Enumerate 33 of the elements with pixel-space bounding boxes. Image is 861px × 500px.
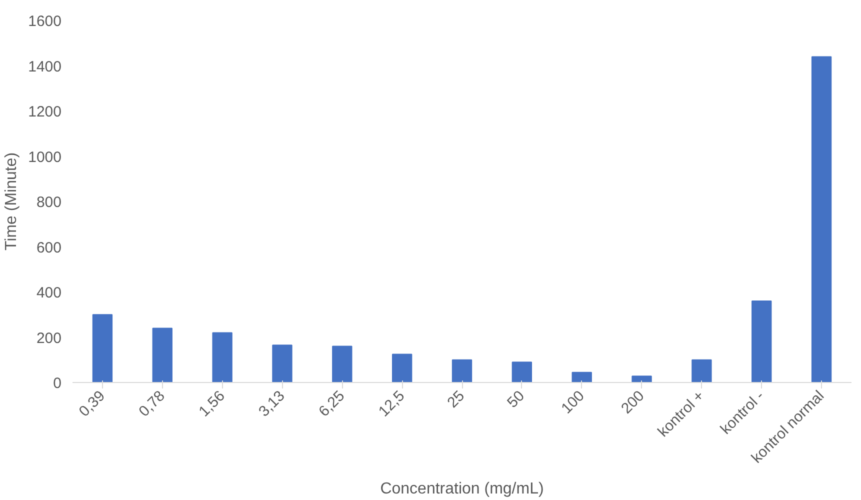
x-axis-title: Concentration (mg/mL)	[380, 480, 544, 498]
x-tick-label: 50	[504, 387, 528, 412]
bar	[692, 359, 712, 382]
bar	[632, 376, 652, 382]
y-axis-title: Time (Minute)	[3, 152, 20, 251]
bar	[752, 300, 772, 382]
y-tick-label: 1200	[28, 104, 62, 120]
x-tick-label: 6,25	[316, 387, 348, 420]
bar	[572, 372, 592, 382]
bar	[512, 362, 532, 382]
bar	[212, 332, 232, 382]
y-tick-label: 1000	[28, 148, 62, 166]
bar	[392, 354, 412, 382]
y-tick-label: 0	[53, 375, 62, 392]
x-tick-label: 25	[444, 387, 468, 412]
x-tick-label: 0,78	[136, 387, 168, 420]
x-tick-label: 3,13	[256, 387, 288, 420]
x-tick-label: 0,39	[76, 387, 108, 420]
bar	[811, 56, 832, 382]
bar	[92, 314, 113, 382]
bar	[452, 359, 472, 382]
x-tick-label: 100	[558, 387, 588, 418]
y-tick-label: 400	[36, 284, 62, 302]
y-tick-label: 1600	[28, 13, 62, 30]
y-tick-label: 200	[36, 330, 62, 347]
bar	[152, 328, 172, 382]
y-tick-label: 1400	[28, 58, 62, 76]
bar	[272, 344, 292, 382]
bar	[332, 346, 352, 382]
y-tick-label: 600	[36, 239, 62, 256]
y-tick-label: 800	[36, 194, 62, 211]
x-tick-label: 1,56	[196, 387, 228, 420]
x-tick-label: 200	[618, 387, 648, 418]
